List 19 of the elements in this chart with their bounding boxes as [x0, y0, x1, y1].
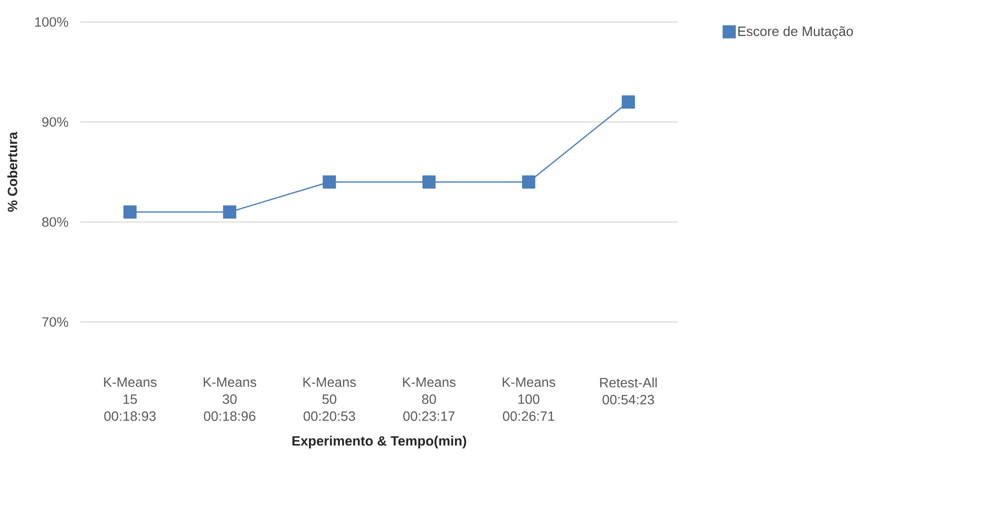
y-tick-label: 90% — [42, 117, 68, 127]
y-tick-label: 80% — [42, 217, 68, 227]
x-tick-label: K-Means 30 00:18:96 — [204, 378, 256, 421]
x-tick-label: K-Means 15 00:18:93 — [104, 378, 157, 421]
x-axis-title: Experimento & Tempo(min) — [292, 436, 466, 448]
x-tick-label: K-Means 100 00:26:71 — [502, 378, 556, 421]
y-tick-label: 70% — [42, 317, 68, 327]
point — [522, 175, 536, 189]
x-tick-label: K-Means 50 00:20:53 — [303, 378, 356, 421]
point — [422, 175, 436, 189]
x-tick-label: Retest-All 00:54:23 — [600, 378, 657, 404]
legend-label: Escore de Mutação — [738, 26, 853, 39]
point — [123, 205, 137, 219]
point — [322, 175, 336, 189]
y-tick-label: 100% — [35, 17, 68, 27]
x-tick-label: K-Means 80 00:23:17 — [403, 378, 456, 421]
y-axis-title: % Cobertura — [7, 132, 18, 212]
point — [622, 95, 635, 109]
point — [223, 205, 236, 219]
